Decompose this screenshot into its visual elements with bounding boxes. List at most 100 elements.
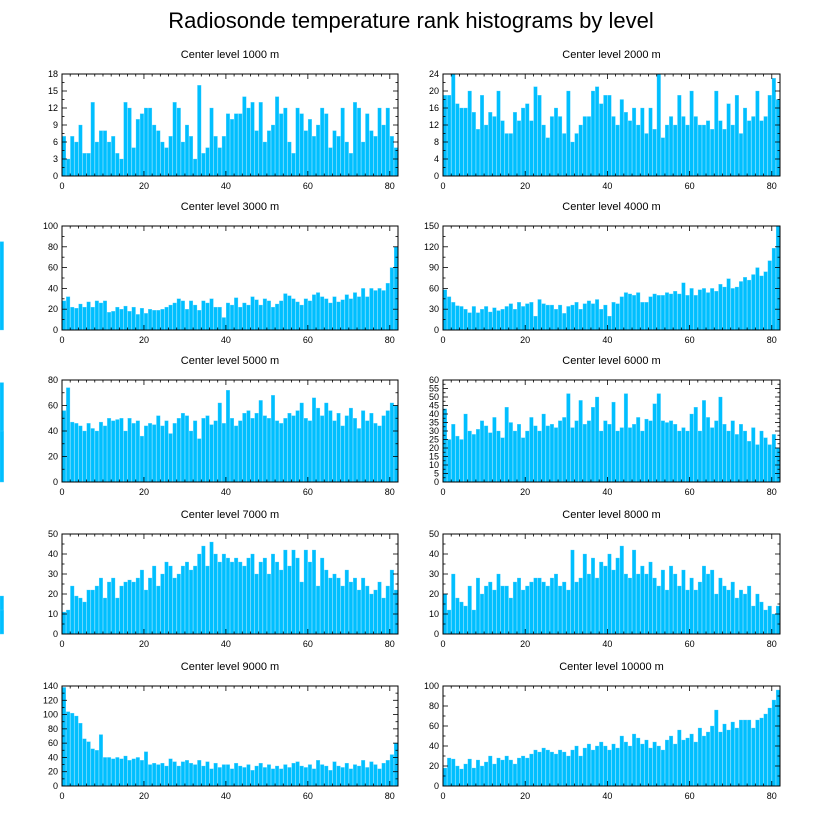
histogram-bar <box>512 430 517 483</box>
histogram-bar <box>488 581 493 635</box>
histogram-bar <box>148 309 153 331</box>
histogram-bar <box>123 102 128 177</box>
histogram-bar <box>332 130 337 177</box>
histogram-bar <box>152 424 157 483</box>
histogram-bar <box>361 288 366 331</box>
histogram-bar <box>471 434 476 483</box>
y-tick-label: 150 <box>424 221 439 231</box>
histogram-bar <box>164 765 169 787</box>
histogram-bar <box>74 308 79 331</box>
histogram-bar <box>734 434 739 483</box>
histogram-bar <box>755 267 760 331</box>
histogram-bar <box>607 424 612 483</box>
histogram-bar <box>599 741 604 787</box>
x-tick-label: 40 <box>221 181 231 191</box>
histogram-bar <box>213 420 218 483</box>
histogram-bar <box>591 90 595 177</box>
histogram-bar <box>525 103 530 177</box>
histogram-bar <box>582 116 587 177</box>
histogram-bar <box>512 309 517 331</box>
histogram-bar <box>702 288 706 331</box>
histogram-bar <box>710 569 715 635</box>
histogram-bar <box>517 577 521 635</box>
histogram-bar <box>316 585 321 635</box>
histogram-bar <box>287 141 292 177</box>
histogram-bar <box>734 597 739 635</box>
histogram-bar <box>377 425 382 483</box>
histogram-bar <box>689 288 694 331</box>
y-tick-label: 0 <box>434 781 439 791</box>
histogram-bar <box>500 120 505 177</box>
histogram-bar <box>455 435 460 483</box>
histogram-bar <box>595 396 600 483</box>
histogram-bar <box>291 762 296 787</box>
histogram-bar <box>636 737 641 787</box>
histogram-bar <box>213 306 218 331</box>
histogram-bar <box>619 99 624 177</box>
panel-title: Center level 2000 m <box>562 49 660 61</box>
histogram-bar <box>722 424 727 483</box>
histogram-bar <box>607 95 612 177</box>
histogram-bar <box>209 107 214 177</box>
histogram-bar <box>459 601 464 635</box>
histogram-bar <box>369 130 374 177</box>
histogram-bar <box>144 425 148 483</box>
histogram-bar <box>660 749 665 787</box>
histogram-bar <box>665 124 669 177</box>
histogram-bar <box>607 553 612 635</box>
histogram-bar <box>135 420 140 483</box>
y-tick-label: 25 <box>429 435 439 445</box>
histogram-bar <box>201 153 206 177</box>
histogram-bar <box>262 415 267 483</box>
histogram-bar <box>217 767 222 787</box>
histogram-bar <box>447 757 452 787</box>
histogram-bar <box>389 267 394 331</box>
y-tick-label: 120 <box>424 242 439 252</box>
histogram-bar <box>275 420 280 483</box>
histogram-bar <box>570 427 575 483</box>
histogram-bar <box>775 689 780 787</box>
histogram-panel-5: Center level 5000 m 0 20 40 60 80 0 20 40 60 80 <box>0 355 399 497</box>
histogram-bar <box>377 288 382 331</box>
histogram-bar <box>369 761 374 787</box>
histogram-bar <box>722 723 727 787</box>
histogram-bar <box>148 577 153 635</box>
histogram-bar <box>480 420 484 483</box>
histogram-bar <box>66 387 71 483</box>
histogram-bar <box>62 410 66 483</box>
histogram-bar <box>677 585 682 635</box>
histogram-bar <box>644 739 649 787</box>
histogram-bar <box>365 585 370 635</box>
x-tick-label: 0 <box>59 335 64 345</box>
y-tick-label: 4 <box>434 154 439 164</box>
histogram-bar <box>623 393 628 483</box>
histogram-bar <box>357 765 362 787</box>
histogram-bar <box>529 417 534 483</box>
histogram-bar <box>197 438 202 483</box>
histogram-bar <box>656 745 661 787</box>
histogram-bar <box>234 297 239 331</box>
histogram-bar <box>677 293 682 331</box>
x-tick-label: 40 <box>602 639 612 649</box>
histogram-bar <box>500 585 505 635</box>
histogram-bar <box>669 420 674 483</box>
histogram-bar <box>537 430 542 483</box>
histogram-bar <box>660 420 665 483</box>
histogram-bar <box>739 424 743 483</box>
histogram-bar <box>139 308 144 331</box>
histogram-bar <box>185 415 189 483</box>
histogram-bar <box>730 721 735 787</box>
histogram-bar <box>324 113 329 177</box>
histogram-bar <box>238 561 243 635</box>
histogram-panel-7: Center level 7000 m 0 20 40 60 80 0 10 20 30 40 50 <box>0 509 399 649</box>
panel-title: Center level 9000 m <box>181 661 279 673</box>
histogram-bar <box>771 434 776 483</box>
histogram-bar <box>554 573 558 635</box>
histogram-bar <box>287 295 292 331</box>
x-tick-label: 0 <box>59 181 64 191</box>
histogram-bar <box>103 130 107 177</box>
histogram-bar <box>127 107 132 177</box>
histogram-bar <box>115 597 120 635</box>
histogram-bar <box>98 577 103 635</box>
x-tick-label: 0 <box>59 639 64 649</box>
